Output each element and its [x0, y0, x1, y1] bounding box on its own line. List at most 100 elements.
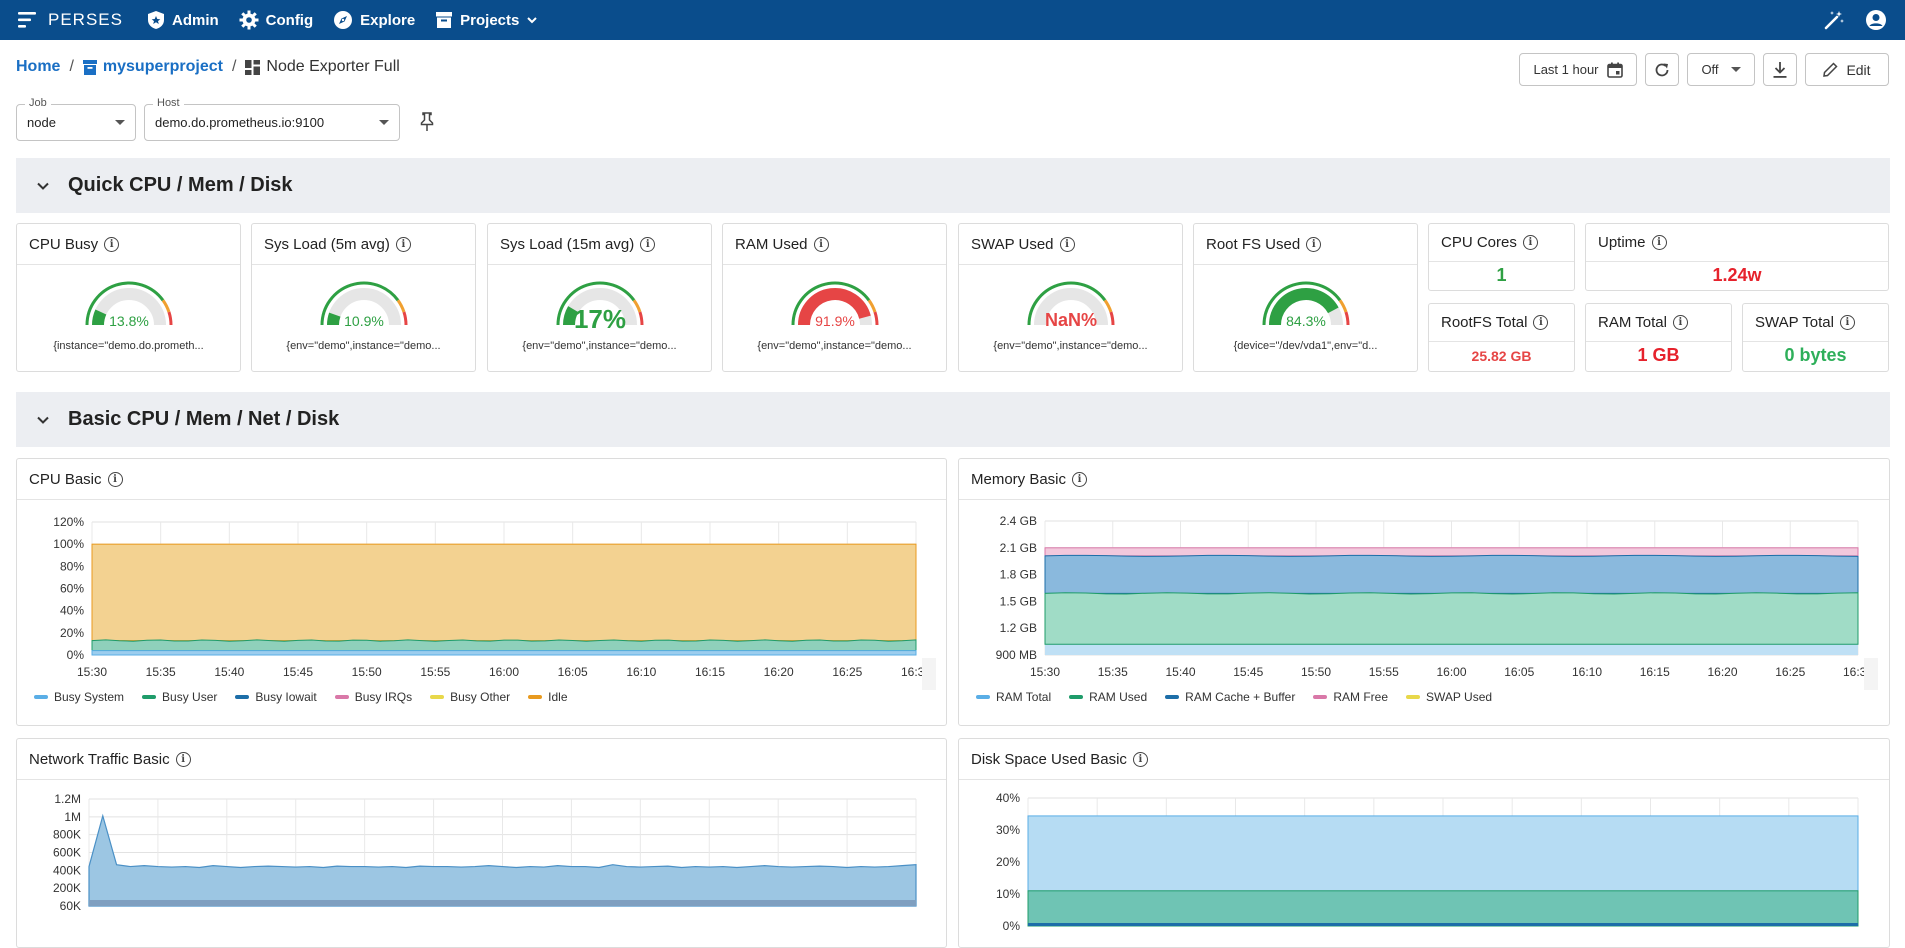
refresh-interval-select[interactable]: Off	[1687, 53, 1755, 86]
gauge-threshold-orange	[632, 299, 642, 313]
info-icon[interactable]: i	[1672, 315, 1688, 330]
series-ram-free	[1044, 547, 1859, 557]
gauge-value: 13.8%	[109, 313, 149, 329]
chevron-down-icon	[37, 182, 49, 190]
disk-space-basic-chart[interactable]: 40% 30% 20% 10% 0%	[959, 780, 1889, 940]
legend-swatch	[34, 695, 48, 699]
info-icon[interactable]: i	[1522, 235, 1538, 250]
caret-down-icon	[379, 120, 389, 125]
y-tick-label: 20%	[60, 626, 84, 640]
x-tick-label: 15:30	[77, 665, 107, 679]
y-tick-label: 600K	[53, 846, 81, 860]
refresh-interval-label: Off	[1701, 62, 1719, 77]
panel-cpu-basic: CPU Basic i 120% 100% 80% 60% 40% 20% 0% 15:30 1…	[16, 458, 947, 726]
stat-value: 25.82 GB	[1471, 348, 1532, 364]
pin-icon[interactable]	[419, 112, 435, 132]
x-tick-label: 16:25	[832, 665, 862, 679]
info-icon[interactable]: i	[107, 471, 123, 487]
refresh-button[interactable]	[1645, 53, 1679, 86]
info-icon[interactable]: i	[1306, 236, 1322, 252]
info-icon[interactable]: i	[640, 236, 656, 252]
account-icon[interactable]	[1865, 9, 1887, 31]
panel-title: RAM Used	[735, 235, 808, 253]
download-button[interactable]	[1763, 53, 1797, 86]
edit-label: Edit	[1846, 61, 1871, 78]
stat-value: 0 bytes	[1784, 345, 1847, 365]
y-tick-label: 10%	[996, 887, 1020, 901]
gauge-threshold-orange	[396, 299, 406, 313]
info-icon[interactable]: i	[1533, 315, 1549, 330]
gauge-track	[1034, 288, 1108, 326]
legend-item[interactable]: Idle	[528, 690, 568, 704]
breadcrumb-project[interactable]: mysuperproject	[82, 58, 223, 76]
nav-config[interactable]: Config	[239, 10, 313, 30]
gauge-legend: {env="demo",instance="demo...	[993, 340, 1148, 352]
info-icon[interactable]: i	[175, 751, 191, 767]
x-tick-label: 16:10	[626, 665, 656, 679]
legend-item[interactable]: Busy Iowait	[235, 690, 317, 704]
info-icon[interactable]: i	[1132, 751, 1148, 767]
legend-swatch	[1313, 695, 1328, 699]
job-variable-value: node	[27, 115, 56, 130]
gauge-panel: Sys Load (15m avg) i 17% {env="demo",inst…	[487, 223, 712, 372]
x-tick-label: 15:50	[1301, 665, 1331, 679]
gauge-track	[327, 288, 401, 326]
legend-item[interactable]: Busy IRQs	[334, 690, 412, 704]
network-basic-chart[interactable]: 1.2M 1M 800K 600K 400K 200K 60K	[17, 780, 946, 940]
dashboard-icon	[245, 59, 261, 75]
memory-basic-legend: RAM Total RAM Used RAM Cache + Buffer RAM F…	[959, 690, 1889, 704]
legend-item[interactable]: RAM Used	[1069, 690, 1147, 704]
panel-title: RAM Total	[1598, 314, 1667, 331]
info-icon[interactable]: i	[104, 236, 120, 252]
x-tick-label: 16:25	[1775, 665, 1805, 679]
legend-item[interactable]: RAM Free	[1313, 690, 1388, 704]
logo[interactable]: PERSES	[18, 10, 123, 30]
row-header-basic[interactable]: Basic CPU / Mem / Net / Disk	[16, 392, 1890, 447]
legend-item[interactable]: RAM Total	[976, 690, 1051, 704]
legend-item[interactable]: Busy Other	[430, 690, 510, 704]
nav-admin[interactable]: Admin	[147, 10, 219, 30]
gauge-panel: Sys Load (5m avg) i 10.9% {env="demo",ins…	[251, 223, 476, 372]
panel-title: Network Traffic Basic	[29, 750, 170, 768]
breadcrumb-home[interactable]: Home	[16, 58, 61, 75]
info-icon[interactable]: i	[1072, 471, 1088, 487]
edit-button[interactable]: Edit	[1805, 53, 1889, 86]
info-icon[interactable]: i	[1059, 236, 1075, 252]
info-icon[interactable]: i	[395, 236, 411, 252]
menu-lines-icon	[18, 12, 36, 28]
legend-item[interactable]: Busy System	[34, 690, 124, 704]
y-tick-label: 100%	[53, 537, 84, 551]
y-tick-label: 120%	[53, 515, 84, 529]
legend-item[interactable]: Busy User	[142, 690, 217, 704]
archive-icon	[436, 12, 453, 28]
info-icon[interactable]: i	[1839, 315, 1855, 330]
info-icon[interactable]: i	[813, 236, 829, 252]
panel-title: CPU Basic	[29, 470, 102, 488]
gauge-panel: CPU Busy i 13.8% {instance="demo.do.prome…	[16, 223, 241, 372]
host-variable-select[interactable]: Host demo.do.prometheus.io:9100	[144, 97, 400, 141]
legend-label: SWAP Used	[1426, 690, 1493, 704]
memory-basic-chart[interactable]: 2.4 GB 2.1 GB 1.8 GB 1.5 GB 1.2 GB 900 MB 15:3…	[959, 500, 1889, 690]
y-tick-label: 1.8 GB	[1000, 568, 1037, 582]
time-range-picker[interactable]: Last 1 hour	[1519, 53, 1637, 86]
row-title: Quick CPU / Mem / Disk	[68, 174, 293, 196]
gauge-panel: Root FS Used i 84.3% {device="/dev/vda1",…	[1193, 223, 1418, 372]
magic-wand-icon[interactable]	[1823, 9, 1845, 31]
x-tick-label: 16:00	[489, 665, 519, 679]
legend-item[interactable]: RAM Cache + Buffer	[1165, 690, 1295, 704]
gauge-legend: {instance="demo.do.prometh...	[53, 340, 204, 352]
cpu-basic-chart[interactable]: 120% 100% 80% 60% 40% 20% 0% 15:30 15:35 15:40 15:…	[17, 500, 946, 690]
job-variable-select[interactable]: Job node	[16, 97, 136, 141]
host-variable-value: demo.do.prometheus.io:9100	[155, 115, 325, 130]
nav-explore[interactable]: Explore	[333, 10, 415, 30]
gauge-value: 84.3%	[1286, 313, 1326, 329]
gauge-chart: 17%	[556, 281, 644, 334]
nav-projects[interactable]: Projects	[435, 11, 538, 29]
legend-swatch	[235, 695, 250, 699]
host-variable-label: Host	[153, 97, 184, 109]
panel-header: Disk Space Used Basic i	[959, 739, 1889, 780]
info-icon[interactable]: i	[1651, 235, 1667, 250]
legend-item[interactable]: SWAP Used	[1406, 690, 1492, 704]
y-tick-label: 0%	[1003, 919, 1021, 933]
row-header-quick[interactable]: Quick CPU / Mem / Disk	[16, 158, 1890, 213]
